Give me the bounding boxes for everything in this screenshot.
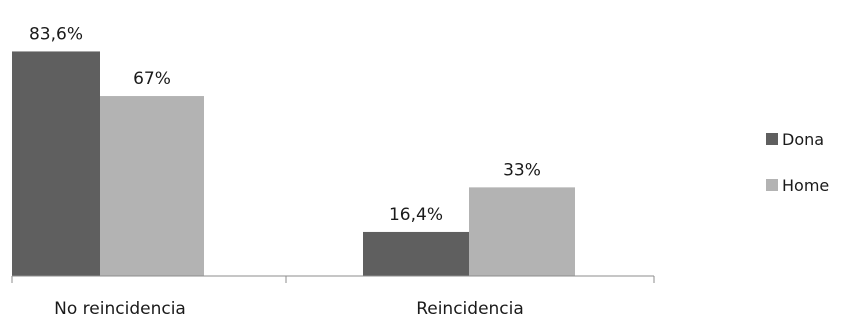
legend-label-dona: Dona	[782, 130, 824, 149]
legend: Dona Home	[766, 130, 829, 195]
value-labels-group: 83,6% 67% 16,4% 33%	[29, 24, 541, 224]
legend-swatch-home	[766, 179, 778, 191]
x-tick-label-1: No reincidencia	[54, 299, 186, 319]
legend-swatch-dona	[766, 133, 778, 145]
bar-home-2	[469, 187, 575, 276]
bar-dona-1	[12, 51, 100, 276]
category-labels-group: No reincidencia Reincidencia	[54, 299, 524, 319]
legend-label-home: Home	[782, 176, 829, 195]
data-label-dona-2: 16,4%	[389, 205, 443, 225]
data-label-home-1: 67%	[133, 69, 171, 89]
bars-group	[12, 51, 575, 277]
x-axis	[11, 275, 655, 283]
x-tick-label-2: Reincidencia	[416, 299, 524, 319]
data-label-dona-1: 83,6%	[29, 24, 83, 44]
bar-home-1	[100, 96, 204, 277]
data-label-home-2: 33%	[503, 160, 541, 180]
bar-dona-2	[363, 231, 469, 276]
